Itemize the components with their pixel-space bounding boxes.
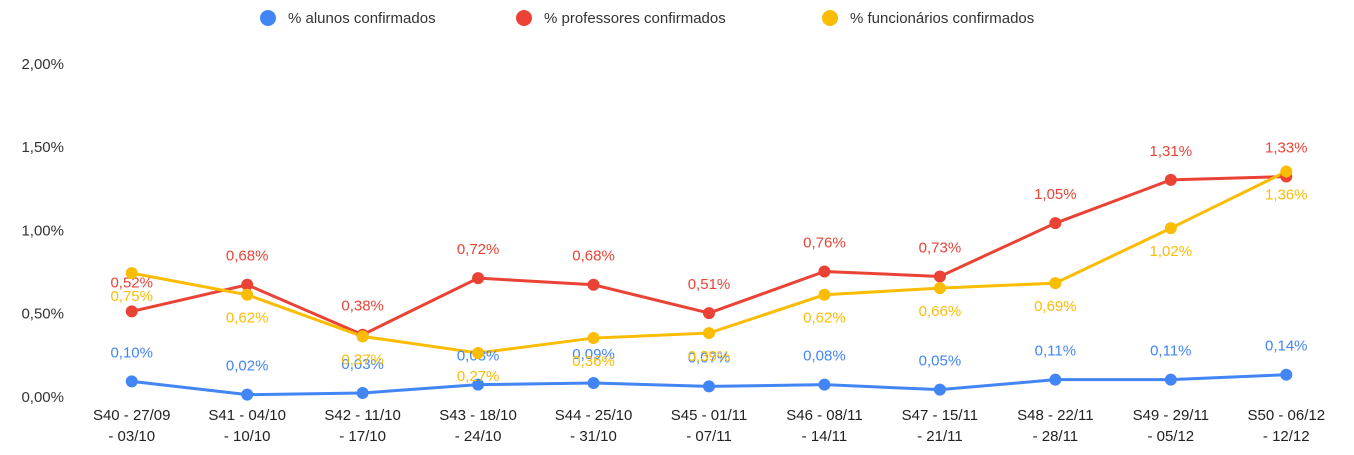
data-point bbox=[933, 270, 946, 283]
data-label: 0,38% bbox=[341, 298, 384, 315]
data-point bbox=[933, 282, 946, 295]
data-point bbox=[933, 383, 946, 396]
data-point bbox=[1049, 373, 1062, 386]
data-label: 0,69% bbox=[1034, 298, 1077, 315]
data-point bbox=[472, 378, 485, 391]
data-label: 0,66% bbox=[919, 303, 962, 320]
data-label: 1,31% bbox=[1150, 143, 1193, 160]
data-label: 0,72% bbox=[457, 241, 500, 258]
data-label: 0,14% bbox=[1265, 338, 1308, 355]
series-line bbox=[131, 170, 1287, 355]
legend-swatch bbox=[516, 10, 532, 26]
data-label: 0,05% bbox=[919, 353, 962, 370]
data-label: 0,75% bbox=[110, 288, 153, 305]
data-label: 0,68% bbox=[572, 248, 615, 265]
x-tick-label: S46 - 08/11 - 14/11 bbox=[786, 407, 863, 445]
legend-label: % alunos confirmados bbox=[288, 10, 436, 27]
y-tick-label: 0,00% bbox=[21, 389, 64, 406]
y-tick-label: 1,50% bbox=[21, 139, 64, 156]
data-label: 0,11% bbox=[1035, 343, 1076, 360]
data-label: 0,76% bbox=[803, 234, 846, 251]
y-tick-label: 0,50% bbox=[21, 306, 64, 323]
data-point bbox=[241, 388, 254, 401]
data-label: 0,09% bbox=[572, 346, 615, 363]
y-tick-label: 1,00% bbox=[21, 222, 64, 239]
data-point bbox=[472, 272, 485, 285]
x-tick-label: S47 - 15/11 - 21/11 bbox=[901, 407, 979, 445]
data-label: 0,39% bbox=[688, 348, 731, 365]
data-point bbox=[1280, 368, 1293, 381]
data-point bbox=[818, 265, 831, 278]
data-point bbox=[587, 377, 600, 390]
data-point bbox=[1049, 277, 1062, 290]
data-point bbox=[703, 327, 715, 340]
data-label: 0,07% bbox=[688, 349, 731, 366]
legend-label: % professores confirmados bbox=[544, 10, 726, 27]
x-tick-label: S45 - 01/11 - 07/11 bbox=[670, 407, 748, 445]
data-label: 0,37% bbox=[341, 351, 384, 368]
data-point bbox=[818, 288, 831, 301]
data-label: 0,11% bbox=[1150, 343, 1191, 360]
data-label: 1,02% bbox=[1150, 243, 1193, 260]
x-tick-label: S41 - 04/10 - 10/10 bbox=[208, 407, 286, 445]
x-tick-label: S40 - 27/09 - 03/10 bbox=[92, 407, 171, 445]
data-label: 0,03% bbox=[341, 356, 384, 373]
legend-label: % funcionários confirmados bbox=[850, 10, 1034, 27]
data-point bbox=[1164, 373, 1177, 386]
data-label: 0,73% bbox=[919, 239, 962, 256]
data-point bbox=[1049, 217, 1062, 230]
data-label: 0,27% bbox=[457, 368, 500, 385]
data-point bbox=[472, 347, 485, 360]
legend-swatch bbox=[822, 10, 838, 26]
x-tick-label: S42 - 11/10 - 17/10 bbox=[324, 407, 401, 445]
data-point bbox=[703, 307, 715, 320]
data-label: 0,52% bbox=[110, 274, 153, 291]
data-point bbox=[241, 288, 254, 301]
x-tick-label: S44 - 25/10 - 31/10 bbox=[554, 407, 633, 445]
data-label: 0,08% bbox=[803, 348, 846, 365]
data-label: 0,10% bbox=[110, 344, 153, 361]
x-tick-label: S50 - 06/12 - 12/12 bbox=[1247, 407, 1326, 445]
data-label: 0,51% bbox=[688, 276, 731, 293]
data-label: 0,02% bbox=[226, 358, 269, 375]
data-point bbox=[1280, 165, 1293, 178]
y-tick-label: 2,00% bbox=[21, 56, 64, 73]
data-point bbox=[587, 278, 600, 291]
data-point bbox=[1164, 173, 1177, 186]
x-tick-label: S48 - 22/11 - 28/11 bbox=[1017, 407, 1094, 445]
data-point bbox=[1164, 222, 1177, 235]
data-label: 1,05% bbox=[1034, 186, 1077, 203]
legend-swatch bbox=[260, 10, 276, 26]
data-point bbox=[125, 375, 138, 388]
data-label: 1,33% bbox=[1265, 140, 1308, 157]
data-label: 0,62% bbox=[803, 310, 846, 327]
data-label: 0,62% bbox=[226, 310, 269, 327]
data-point bbox=[818, 378, 831, 391]
data-point bbox=[703, 380, 715, 393]
x-tick-label: S43 - 18/10 - 24/10 bbox=[439, 407, 517, 445]
data-label: 0,36% bbox=[572, 353, 615, 370]
data-point bbox=[125, 305, 138, 318]
data-label: 1,36% bbox=[1265, 187, 1308, 204]
x-tick-label: S49 - 29/11 - 05/12 bbox=[1132, 407, 1210, 445]
data-point bbox=[356, 387, 369, 400]
data-label: 0,68% bbox=[226, 248, 269, 265]
data-point bbox=[241, 278, 254, 291]
data-point bbox=[587, 332, 600, 345]
data-point bbox=[125, 267, 138, 280]
data-point bbox=[356, 330, 369, 343]
